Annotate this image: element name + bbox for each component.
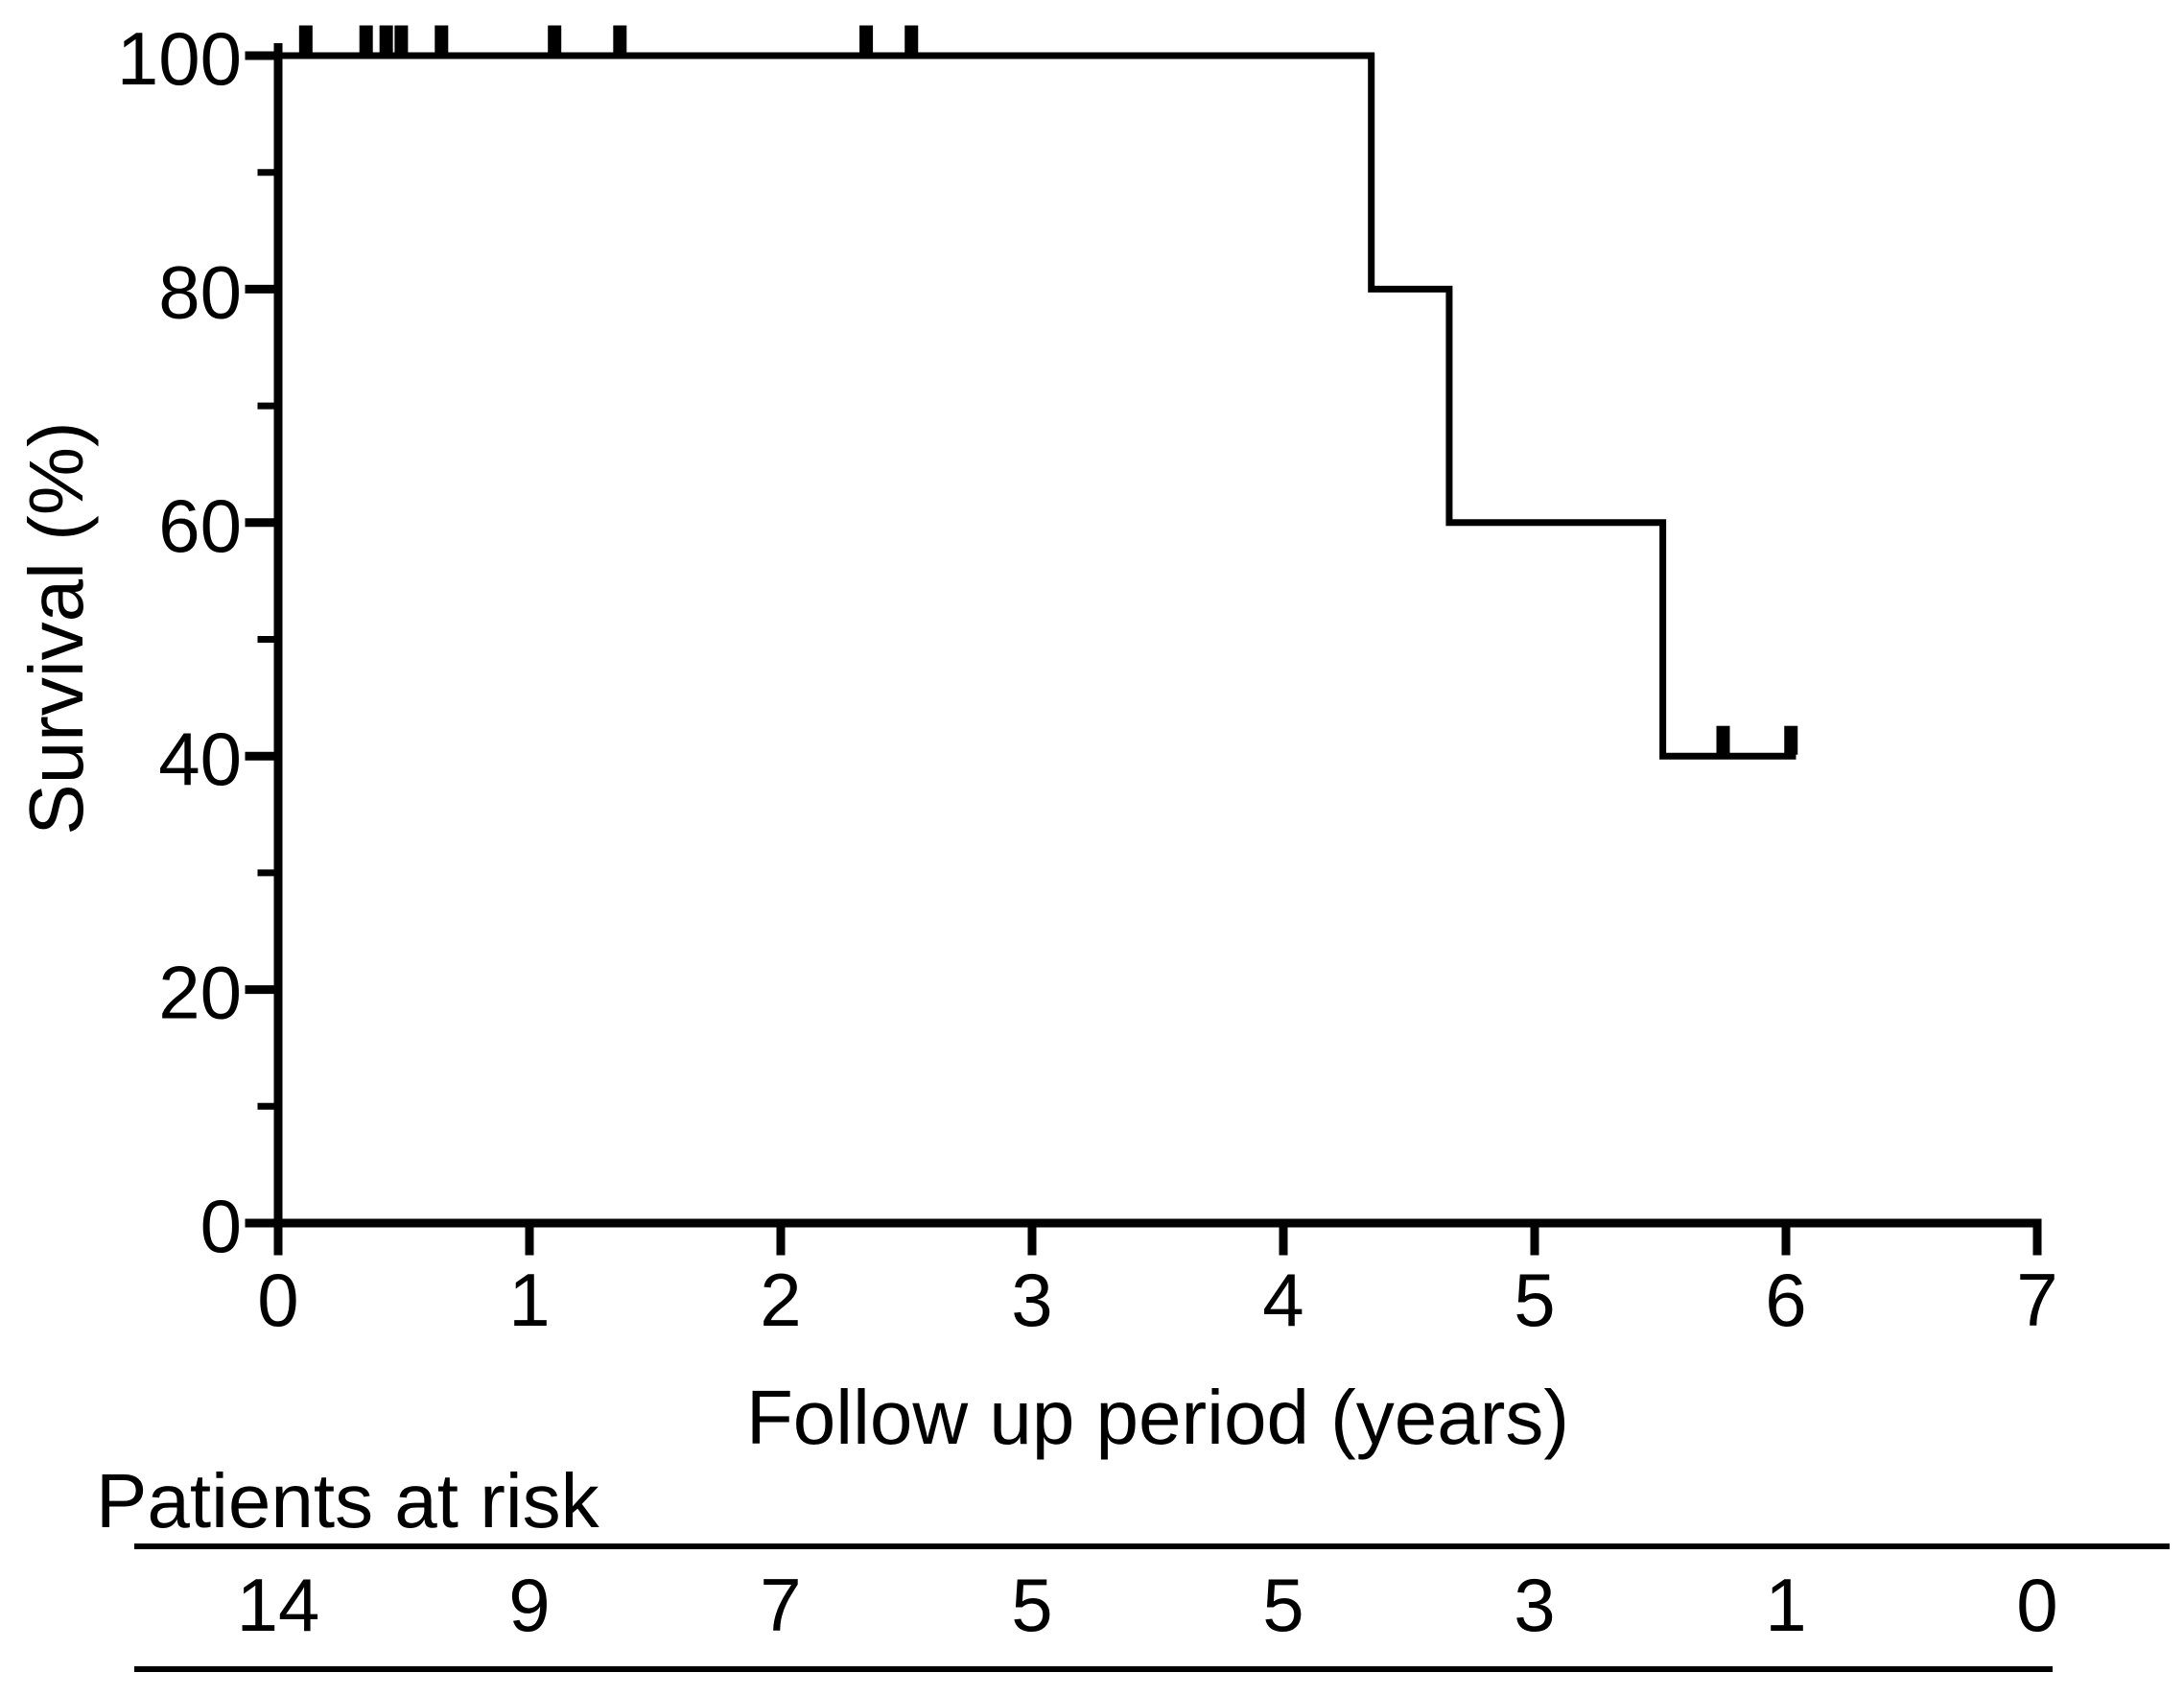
y-tick-label: 100	[117, 16, 242, 101]
censor-mark	[859, 25, 874, 55]
x-axis-title: Follow up period (years)	[746, 1375, 1569, 1460]
y-tick-label: 40	[158, 717, 242, 801]
censor-mark	[548, 25, 562, 55]
x-tick-label: 2	[760, 1258, 801, 1342]
y-tick-label: 80	[158, 249, 242, 334]
risk-table-title: Patients at risk	[96, 1458, 600, 1543]
risk-count: 3	[1514, 1563, 1555, 1647]
censor-mark	[394, 25, 409, 55]
censor-mark	[298, 25, 313, 55]
risk-count: 1	[1765, 1563, 1806, 1647]
x-tick-label: 0	[257, 1258, 298, 1342]
censor-mark	[904, 25, 919, 55]
survival-step-curve	[278, 52, 1797, 760]
y-tick-label: 20	[158, 951, 242, 1035]
y-tick-label: 0	[200, 1184, 242, 1268]
y-tick-label: 60	[158, 483, 242, 568]
x-tick-label: 3	[1011, 1258, 1052, 1342]
risk-count: 5	[1011, 1563, 1052, 1647]
chart-generated-content: 0 20 40 60 80 100 0 1 2 3 4 5 6 7 14 9 7 5 5 3 1 0	[117, 16, 2170, 1672]
risk-count: 5	[1262, 1563, 1303, 1647]
risk-count: 9	[508, 1563, 550, 1647]
x-tick-label: 6	[1765, 1258, 1806, 1342]
x-tick-label: 7	[2016, 1258, 2057, 1342]
risk-count: 7	[760, 1563, 801, 1647]
censor-mark	[1716, 725, 1730, 755]
censor-mark	[613, 25, 627, 55]
censor-mark	[1784, 725, 1798, 755]
x-tick-label: 5	[1514, 1258, 1555, 1342]
censor-mark	[379, 25, 393, 55]
risk-count: 0	[2016, 1563, 2057, 1647]
censor-mark	[359, 25, 373, 55]
y-axis-title: Survival (%)	[13, 421, 99, 835]
risk-count: 14	[237, 1563, 320, 1647]
censor-mark	[434, 25, 449, 55]
x-tick-label: 4	[1262, 1258, 1303, 1342]
x-tick-label: 1	[508, 1258, 550, 1342]
